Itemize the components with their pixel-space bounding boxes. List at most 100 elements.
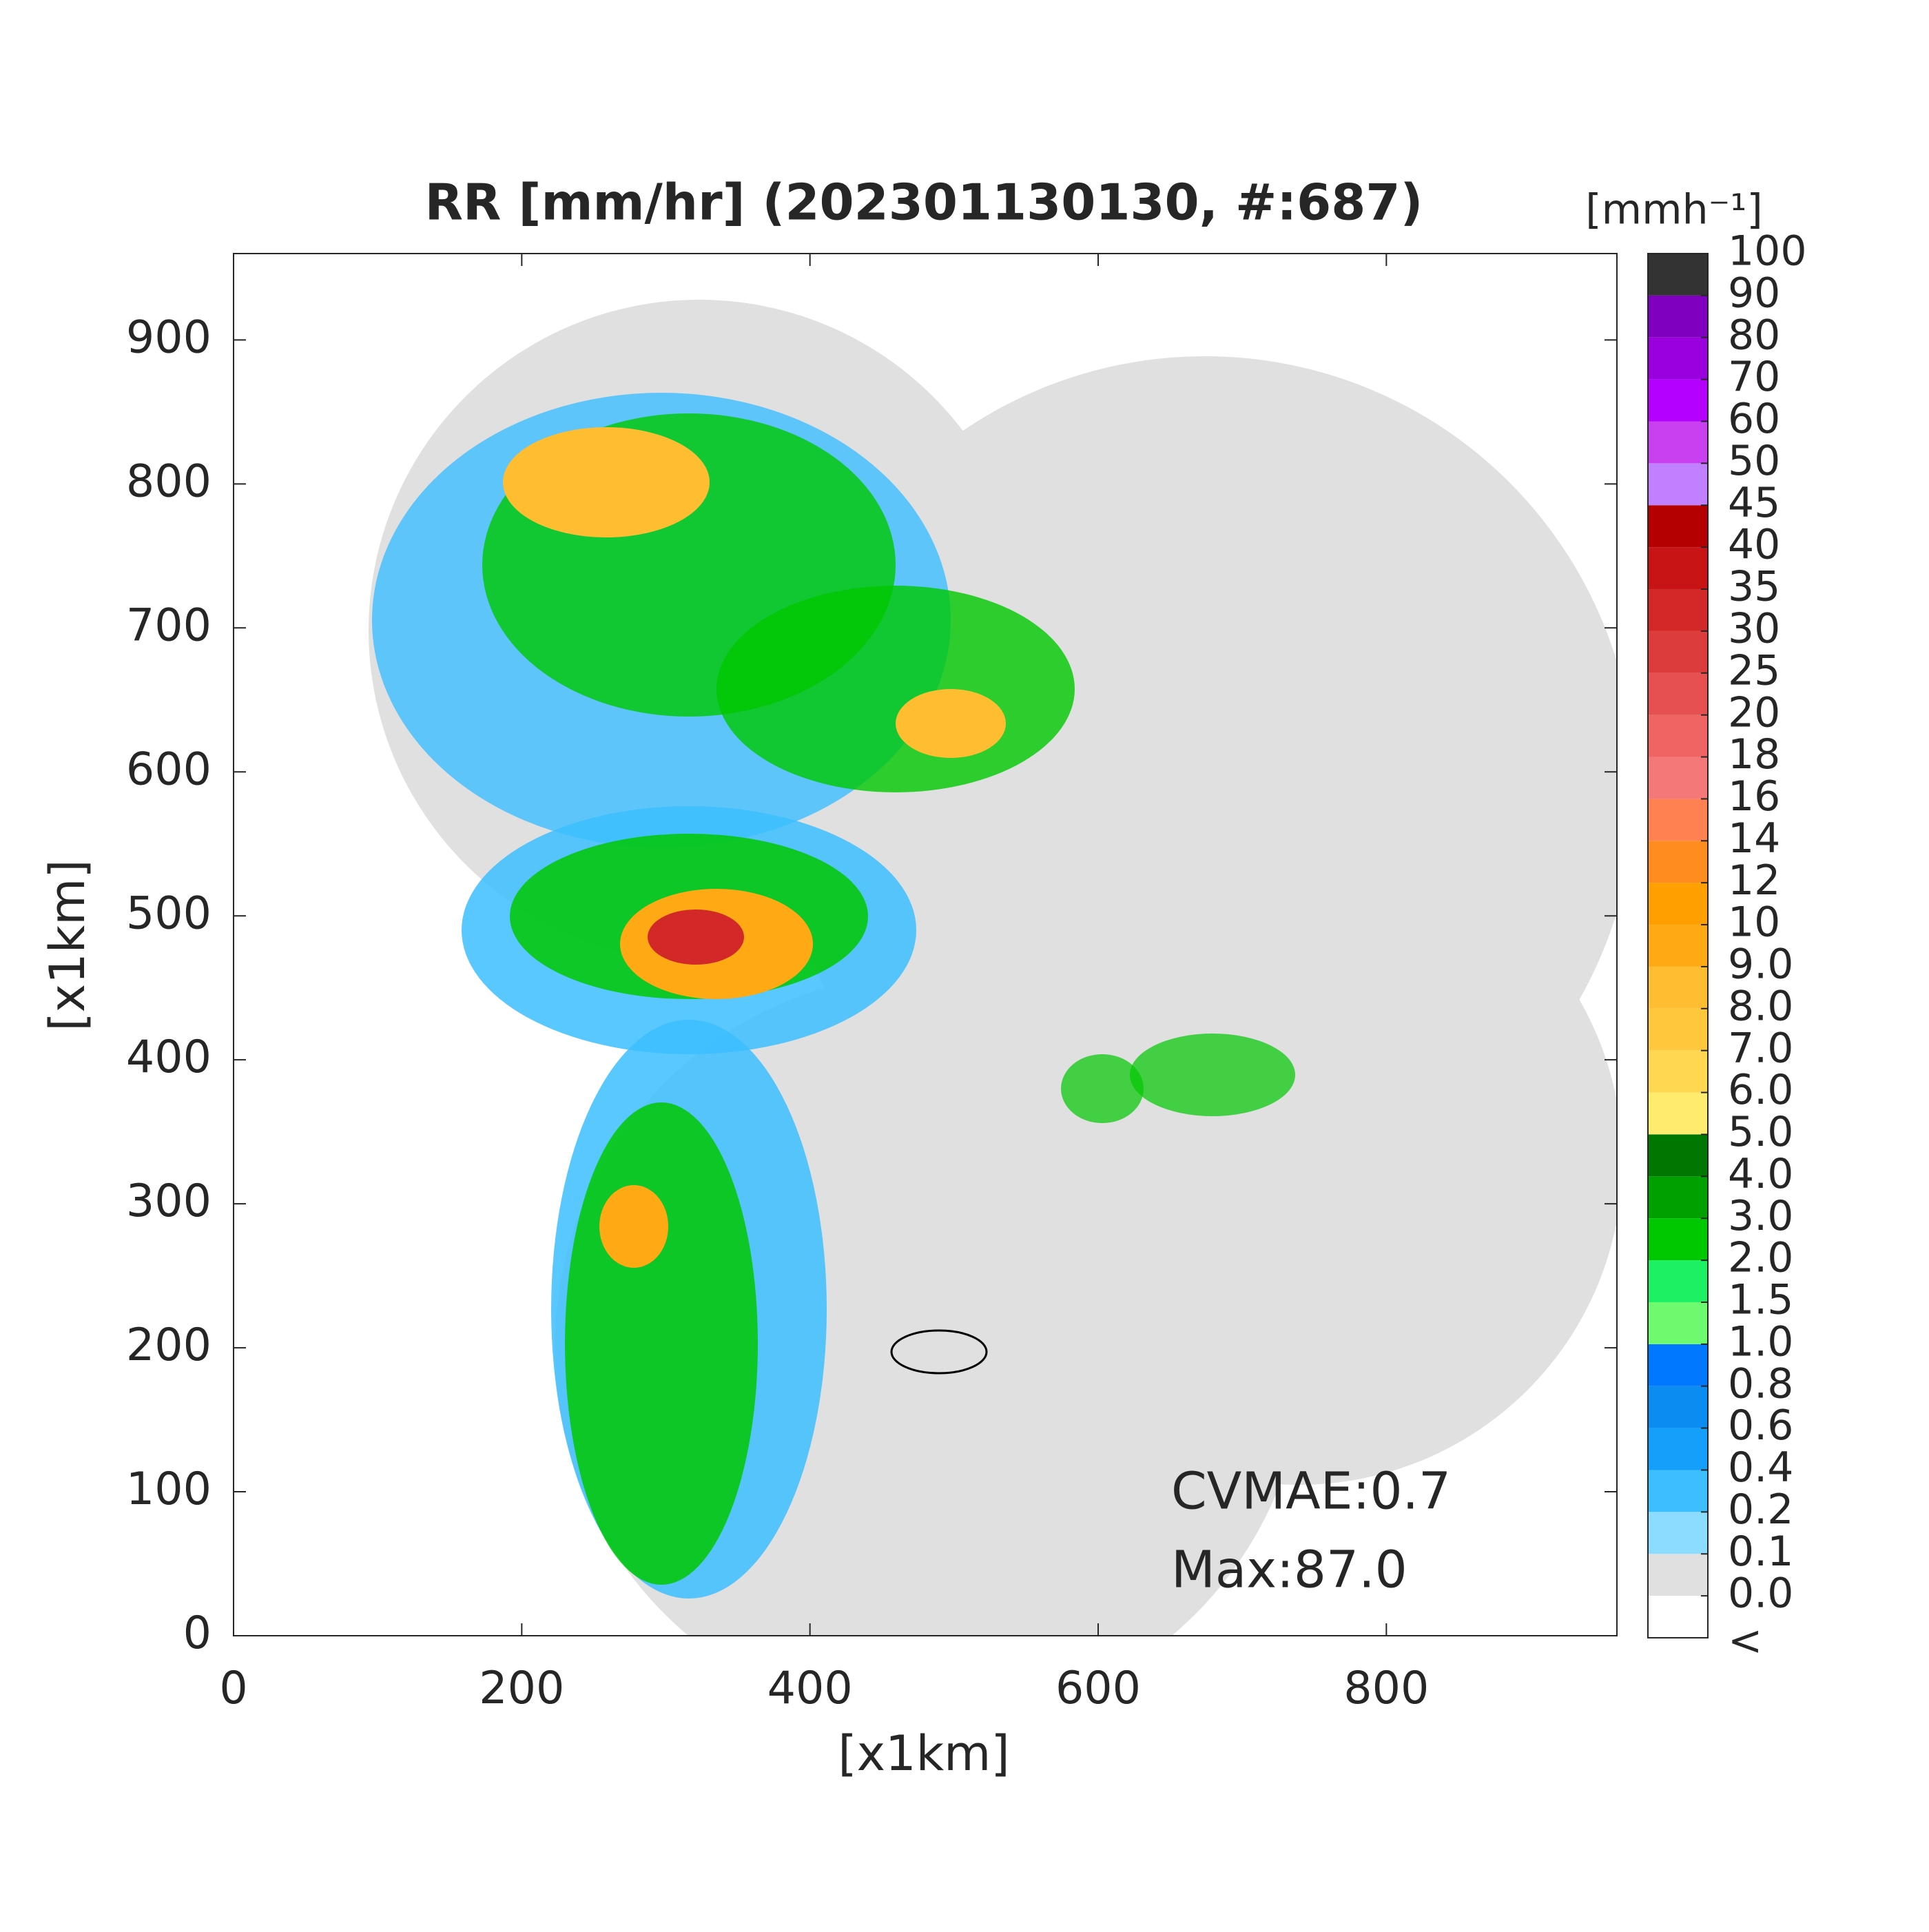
annotation: CVMAE:0.7 bbox=[1171, 1462, 1451, 1521]
colorbar-tick-label: 100 bbox=[1728, 227, 1807, 276]
colorbar-swatch bbox=[1648, 1428, 1708, 1470]
x-tick-label: 0 bbox=[219, 1663, 247, 1714]
x-tick-label: 200 bbox=[479, 1663, 564, 1714]
colorbar-tick-label: 2.0 bbox=[1728, 1234, 1793, 1282]
y-tick-label: 900 bbox=[126, 311, 212, 363]
colorbar-swatch bbox=[1648, 1050, 1708, 1093]
colorbar-tick-label: 20 bbox=[1728, 688, 1780, 737]
y-tick-label: 200 bbox=[126, 1319, 212, 1371]
y-tick-label: 0 bbox=[183, 1607, 212, 1659]
chart-title: RR [mm/hr] (202301130130, #:687) bbox=[425, 174, 1423, 232]
colorbar-tick-label: 12 bbox=[1728, 856, 1780, 905]
colorbar-tick-label: 14 bbox=[1728, 814, 1780, 863]
colorbar-swatch bbox=[1648, 1134, 1708, 1177]
colorbar-title: [mmh⁻¹] bbox=[1585, 186, 1762, 234]
colorbar-swatch bbox=[1648, 1008, 1708, 1051]
colorbar-swatch bbox=[1648, 505, 1708, 548]
colorbar-swatch bbox=[1648, 715, 1708, 757]
colorbar-tick-label: 60 bbox=[1728, 395, 1780, 443]
colorbar-tick-label: 25 bbox=[1728, 646, 1780, 695]
colorbar-swatch bbox=[1648, 672, 1708, 715]
colorbar-swatch bbox=[1648, 1596, 1708, 1638]
colorbar-swatch bbox=[1648, 337, 1708, 380]
colorbar-swatch bbox=[1648, 1218, 1708, 1261]
colorbar-tick-label: 1.0 bbox=[1728, 1317, 1793, 1366]
colorbar-tick-label: 80 bbox=[1728, 311, 1780, 359]
rain-area bbox=[503, 427, 710, 537]
colorbar-tick-label: 70 bbox=[1728, 353, 1780, 401]
y-tick-label: 400 bbox=[126, 1031, 212, 1083]
colorbar-frame bbox=[1647, 253, 1709, 1638]
colorbar-swatch bbox=[1648, 254, 1708, 296]
colorbar-swatch bbox=[1648, 966, 1708, 1009]
rain-area bbox=[599, 1185, 668, 1268]
rain-area bbox=[565, 1102, 758, 1585]
rain-area bbox=[1130, 1034, 1295, 1116]
colorbar-tick-label: 0.0 bbox=[1728, 1570, 1793, 1618]
colorbar-tick-label: 0.2 bbox=[1728, 1486, 1793, 1534]
colorbar-tick-label: 6.0 bbox=[1728, 1066, 1793, 1114]
rain-area bbox=[1061, 1054, 1144, 1123]
colorbar-swatch bbox=[1648, 1176, 1708, 1219]
radar-field bbox=[369, 300, 1617, 1636]
colorbar-swatch bbox=[1648, 1344, 1708, 1386]
colorbar-tick-label: 7.0 bbox=[1728, 1024, 1793, 1072]
colorbar-tick-label: 30 bbox=[1728, 605, 1780, 653]
y-tick-label: 100 bbox=[126, 1463, 212, 1515]
colorbar-swatch bbox=[1648, 1470, 1708, 1512]
y-tick-label: 600 bbox=[126, 743, 212, 795]
colorbar-tick-label: 18 bbox=[1728, 730, 1780, 779]
colorbar-swatch bbox=[1648, 589, 1708, 631]
x-axis-label: [x1km] bbox=[838, 1725, 1009, 1782]
rain-area bbox=[716, 586, 1075, 792]
colorbar-swatch bbox=[1648, 883, 1708, 925]
colorbar-tick-label: 0.8 bbox=[1728, 1359, 1793, 1408]
colorbar-tick-label: 16 bbox=[1728, 772, 1780, 821]
colorbar-tick-label: 45 bbox=[1728, 479, 1780, 527]
colorbar-swatch bbox=[1648, 1554, 1708, 1596]
colorbar-swatch bbox=[1648, 463, 1708, 506]
colorbar-tick-label: 4.0 bbox=[1728, 1150, 1793, 1198]
colorbar-tick-label: 0.4 bbox=[1728, 1443, 1793, 1492]
rain-area bbox=[896, 689, 1006, 758]
colorbar-tick-label: 1.5 bbox=[1728, 1276, 1793, 1324]
colorbar-tick-label: 35 bbox=[1728, 563, 1780, 611]
colorbar-swatch bbox=[1648, 1386, 1708, 1428]
colorbar-swatch bbox=[1648, 1512, 1708, 1554]
colorbar-swatch bbox=[1648, 841, 1708, 883]
x-tick-label: 400 bbox=[767, 1663, 853, 1714]
colorbar-tick-label: 40 bbox=[1728, 521, 1780, 569]
y-tick-label: 500 bbox=[126, 887, 212, 939]
radar-coverage bbox=[975, 837, 1617, 1485]
x-tick-label: 800 bbox=[1343, 1663, 1429, 1714]
colorbar-below-label: < bbox=[1728, 1617, 1762, 1665]
colorbar-swatch bbox=[1648, 630, 1708, 673]
coastline bbox=[890, 1329, 988, 1375]
y-tick-label: 800 bbox=[126, 455, 212, 507]
colorbar-swatch bbox=[1648, 1302, 1708, 1344]
x-tick-label: 600 bbox=[1055, 1663, 1141, 1714]
colorbar-swatch bbox=[1648, 925, 1708, 967]
colorbar-tick-label: 10 bbox=[1728, 898, 1780, 947]
colorbar-swatch bbox=[1648, 421, 1708, 464]
colorbar-swatch bbox=[1648, 799, 1708, 841]
rain-area bbox=[648, 910, 744, 965]
annotation: Max:87.0 bbox=[1171, 1541, 1407, 1600]
colorbar-swatch bbox=[1648, 547, 1708, 590]
colorbar-tick-label: 5.0 bbox=[1728, 1108, 1793, 1156]
colorbar-swatch bbox=[1648, 757, 1708, 799]
y-tick-label: 300 bbox=[126, 1175, 212, 1227]
colorbar-tick-label: 0.6 bbox=[1728, 1401, 1793, 1450]
colorbar-tick-label: 9.0 bbox=[1728, 941, 1793, 989]
y-axis-label: [x1km] bbox=[39, 859, 96, 1031]
y-tick-label: 700 bbox=[126, 599, 212, 651]
colorbar-tick-label: 3.0 bbox=[1728, 1192, 1793, 1240]
colorbar-tick-label: 50 bbox=[1728, 437, 1780, 485]
colorbar-swatch bbox=[1648, 1092, 1708, 1135]
colorbar-swatch bbox=[1648, 1260, 1708, 1302]
colorbar-swatch bbox=[1648, 295, 1708, 338]
axes-frame bbox=[233, 253, 1618, 1636]
colorbar-tick-label: 90 bbox=[1728, 269, 1780, 317]
colorbar-tick-label: 8.0 bbox=[1728, 982, 1793, 1030]
